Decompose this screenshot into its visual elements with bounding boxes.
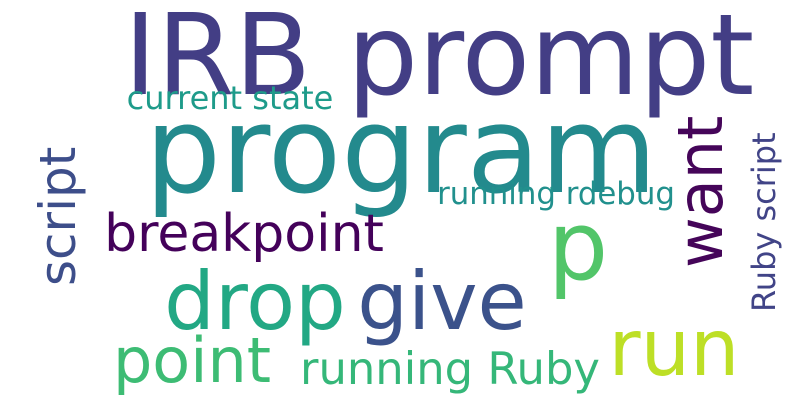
word-irb-prompt: IRB prompt	[123, 0, 755, 121]
word-give: give	[357, 255, 527, 348]
word-current-state: current state	[126, 79, 334, 117]
word-run: run	[608, 304, 740, 394]
word-drop: drop	[164, 255, 346, 348]
word-breakpoint: breakpoint	[104, 204, 384, 264]
word-program: program	[144, 82, 658, 221]
word-running-rdebug: running rdebug	[437, 175, 675, 212]
word-ruby-script: Ruby script	[745, 132, 783, 313]
word-running-ruby: running Ruby	[300, 341, 600, 395]
word-p: p	[547, 192, 609, 302]
word-point: point	[112, 324, 272, 397]
word-script: script	[29, 146, 87, 286]
word-want: want	[664, 115, 737, 269]
